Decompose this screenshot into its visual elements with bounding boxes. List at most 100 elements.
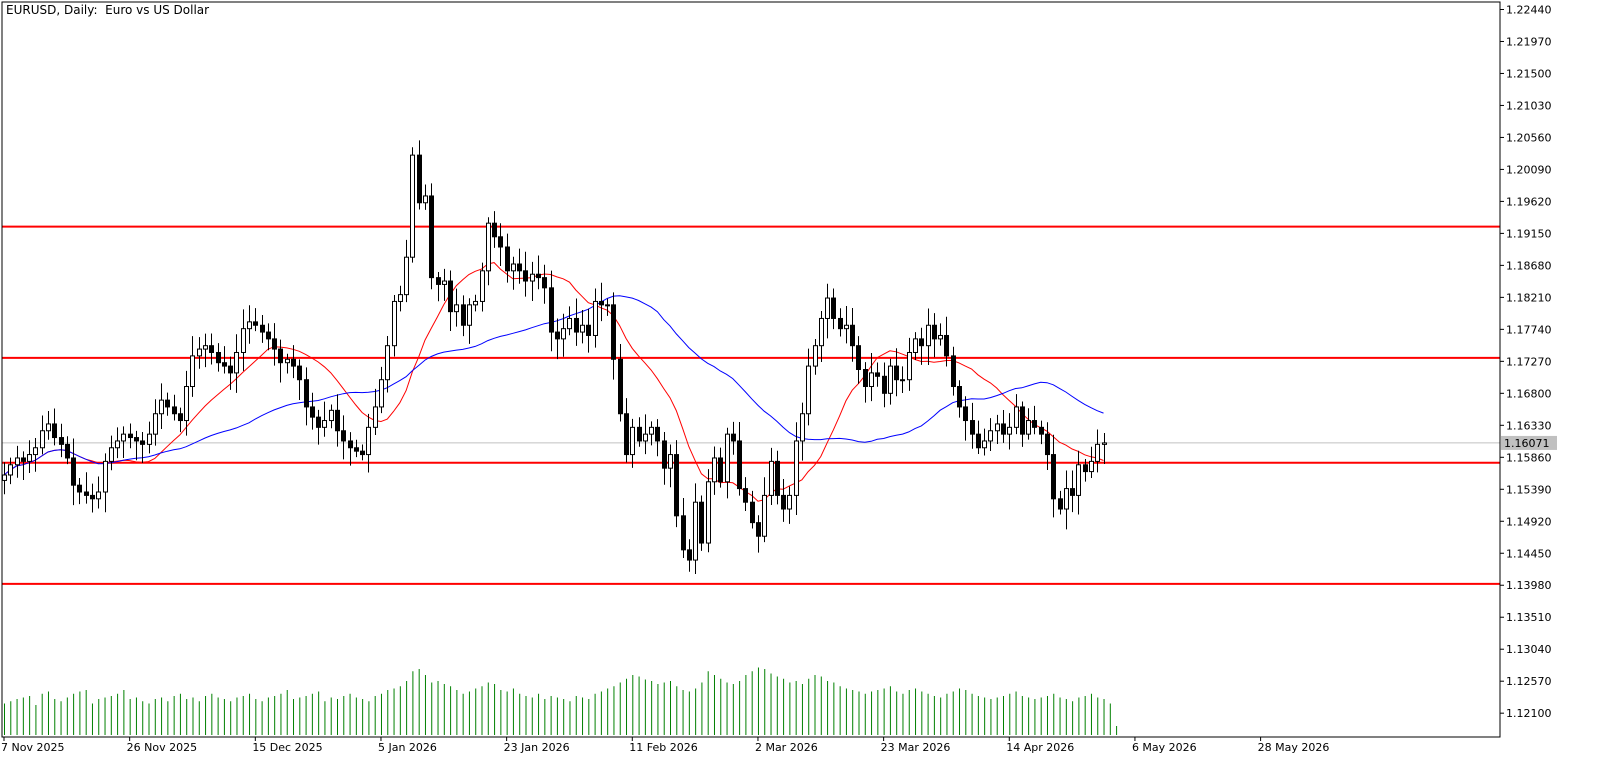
candle (586, 308, 591, 353)
candle (756, 515, 761, 553)
candle (297, 359, 302, 400)
candle (473, 294, 478, 312)
candle (542, 264, 547, 304)
candle (913, 332, 918, 361)
candle-body-bear (894, 365, 899, 381)
candle (448, 270, 453, 332)
candle-body-bear (90, 494, 95, 500)
candle-body-bear (781, 494, 786, 510)
y-tick-label: 1.14920 (1506, 515, 1552, 528)
candle-body-bear (1020, 406, 1025, 435)
candle (165, 392, 170, 416)
candle-body-bear (662, 440, 667, 469)
candle (649, 421, 654, 446)
candle (561, 313, 566, 357)
candle (919, 327, 924, 365)
y-tick-label: 1.13980 (1506, 579, 1552, 592)
candle (530, 261, 535, 301)
candle (907, 337, 912, 391)
candle-body-bull (285, 358, 290, 364)
candle (90, 483, 95, 513)
candle (1014, 394, 1019, 435)
candle-body-bull (184, 386, 189, 422)
candle (743, 477, 748, 511)
y-tick-label: 1.16800 (1506, 387, 1552, 400)
candle (84, 472, 89, 504)
candle (272, 323, 277, 366)
candle (894, 348, 899, 397)
candle-body-bull (385, 345, 390, 381)
candle-body-bull (913, 338, 918, 353)
candle (15, 445, 20, 478)
y-tick-label: 1.13040 (1506, 643, 1552, 656)
candle-body-bull (561, 328, 566, 340)
y-tick-label: 1.19620 (1506, 195, 1552, 208)
candle-body-bear (963, 406, 968, 422)
candle (1095, 429, 1100, 473)
candle (209, 333, 214, 365)
candle-body-bull (410, 154, 415, 258)
candle (800, 402, 805, 461)
candle-body-bear (140, 440, 145, 445)
candle-body-bear (222, 362, 227, 367)
candle (574, 298, 579, 346)
candle-body-bull (813, 345, 818, 367)
candle (354, 439, 359, 458)
candle-body-bear (1045, 433, 1050, 456)
candle-body-bear (611, 304, 616, 360)
candle (794, 422, 799, 516)
candle (605, 298, 610, 316)
candle (593, 288, 598, 348)
candle-body-bear (461, 304, 466, 326)
candle-body-bear (278, 348, 283, 364)
candle (159, 383, 164, 429)
candle-body-bear (624, 413, 629, 456)
candle (140, 431, 145, 464)
candle (172, 394, 177, 421)
y-tick-label: 1.16330 (1506, 419, 1552, 432)
candle-body-bull (693, 501, 698, 561)
y-tick-label: 1.20090 (1506, 163, 1552, 176)
candle-body-bull (769, 460, 774, 496)
candle-body-bear (523, 270, 528, 282)
candle (926, 308, 931, 365)
candle (492, 211, 497, 248)
candle-body-bull (668, 454, 673, 469)
candle-body-bear (687, 549, 692, 561)
candle (1001, 409, 1006, 443)
candle-body-bull (825, 297, 830, 319)
candle-body-bear (750, 501, 755, 524)
y-tick-label: 1.12570 (1506, 675, 1552, 688)
candle-body-bear (304, 379, 309, 408)
x-tick-label: 2 Mar 2026 (755, 741, 818, 754)
candle (505, 233, 510, 283)
candle-body-bear (1032, 420, 1037, 428)
candle (856, 336, 861, 384)
candle-body-bull (373, 406, 378, 428)
candle (8, 457, 13, 485)
candle (153, 399, 158, 446)
candle-body-bull (1026, 420, 1031, 435)
candle (216, 343, 221, 372)
candle-body-bear (172, 406, 177, 415)
candle-body-bull (473, 300, 478, 306)
candle-body-bull (806, 365, 811, 415)
current-price-label: 1.16071 (1504, 437, 1550, 450)
y-tick-label: 1.14450 (1506, 547, 1552, 560)
candle-body-bear (718, 457, 723, 483)
candle-body-bear (542, 277, 547, 289)
candle (266, 323, 271, 351)
candle (813, 338, 818, 375)
candle (655, 419, 660, 457)
candle (838, 308, 843, 337)
candle-body-bull (27, 454, 32, 462)
x-tick-label: 23 Mar 2026 (881, 741, 951, 754)
candle (103, 453, 108, 513)
candle (637, 417, 642, 447)
candle (982, 428, 987, 456)
candle-body-bear (178, 413, 183, 422)
candle (988, 418, 993, 452)
candle (46, 411, 51, 440)
